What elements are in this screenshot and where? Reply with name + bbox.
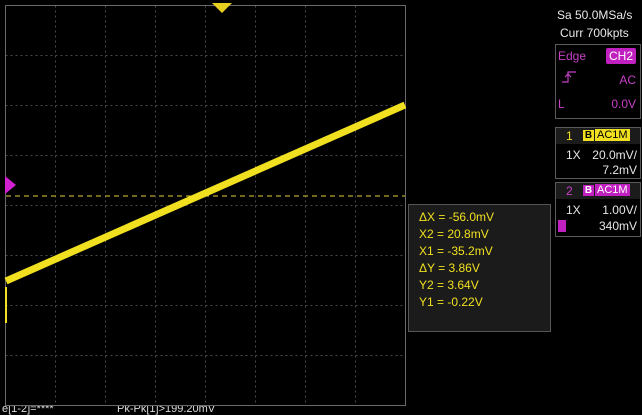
channel-1-coupling: AC1M xyxy=(595,129,630,141)
channel-2-header: 2 B AC1M xyxy=(556,183,640,199)
cursor-y2: Y2 = 3.64V xyxy=(419,278,479,292)
cursor-readout-panel[interactable]: ΔX = -56.0mV X2 = 20.8mV X1 = -35.2mV ΔY… xyxy=(408,204,551,332)
channel-1-scale: 20.0mV/ xyxy=(592,148,637,162)
sample-rate: Sa 50.0MSa/s xyxy=(557,8,633,22)
trigger-position-marker[interactable] xyxy=(212,3,232,13)
trigger-panel[interactable]: Edge CH2 AC L 0.0V xyxy=(555,44,641,119)
channel-1-panel[interactable]: 1 B AC1M 1X 20.0mV/ 7.2mV xyxy=(555,127,641,179)
measurement-left: e[1-2]=**** xyxy=(2,406,54,415)
ch2-offset-marker[interactable] xyxy=(5,176,16,194)
trigger-source: CH2 xyxy=(605,48,636,64)
trigger-type: Edge xyxy=(558,49,587,63)
channel-2-coupling: AC1M xyxy=(595,184,630,196)
bandwidth-limit-badge: B xyxy=(583,185,594,196)
measurement-pkpk: Pk-Pk[1]>199.20mV xyxy=(117,406,216,415)
trigger-level: 0.0V xyxy=(611,97,636,111)
channel-2-scale: 1.00V/ xyxy=(602,203,637,217)
channel-2-number: 2 xyxy=(566,184,573,198)
cursor-y1: Y1 = -0.22V xyxy=(419,295,483,309)
cursor-delta-y: ΔY = 3.86V xyxy=(419,261,480,275)
channel-2-offset: 340mV xyxy=(598,219,637,233)
cursor-x1: X1 = -35.2mV xyxy=(419,244,493,258)
waveform-display[interactable] xyxy=(0,0,406,406)
channel-1-header: 1 B AC1M xyxy=(556,128,640,144)
channel-1-number: 1 xyxy=(566,129,573,143)
channel-2-probe: 1X xyxy=(566,203,581,217)
measurement-bar[interactable]: e[1-2]=**** Pk-Pk[1]>199.20mV xyxy=(0,406,642,415)
graticule-border xyxy=(5,5,406,406)
bandwidth-limit-badge: B xyxy=(583,130,594,141)
channel-1-offset: 7.2mV xyxy=(602,163,637,177)
cursor-x2: X2 = 20.8mV xyxy=(419,227,489,241)
channel-2-active-indicator xyxy=(558,220,566,232)
memory-depth: Curr 700kpts xyxy=(560,26,629,40)
xy-waveform-trace xyxy=(4,101,406,285)
trigger-coupling: AC xyxy=(619,73,636,87)
channel-1-probe: 1X xyxy=(566,148,581,162)
channel-2-panel[interactable]: 2 B AC1M 1X 1.00V/ 340mV xyxy=(555,182,641,237)
rising-edge-icon xyxy=(562,71,576,86)
cursor-delta-x: ΔX = -56.0mV xyxy=(419,210,495,224)
trigger-level-label: L xyxy=(558,97,565,111)
